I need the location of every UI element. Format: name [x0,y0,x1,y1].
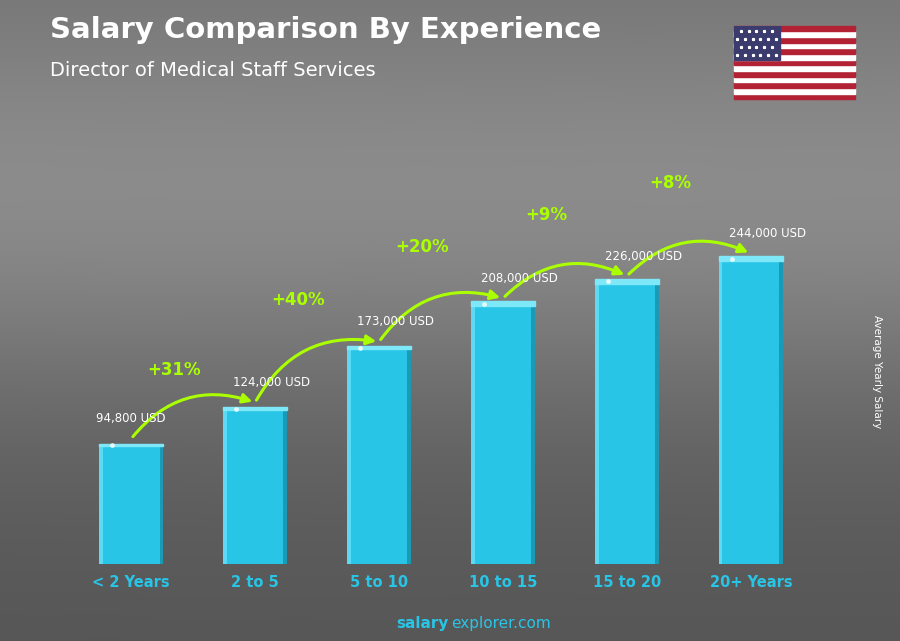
Bar [734,94,855,99]
Bar [734,71,855,77]
Bar [779,262,783,564]
Bar [734,88,855,94]
Text: +40%: +40% [272,291,325,309]
Bar [346,349,351,564]
FancyArrowPatch shape [256,336,373,400]
Bar [159,447,164,564]
Bar [734,65,855,71]
Bar [99,447,103,564]
Bar [223,410,227,564]
Bar [655,284,659,564]
FancyArrowPatch shape [133,395,249,437]
Bar [734,82,855,88]
Text: +8%: +8% [649,174,691,192]
Text: Average Yearly Salary: Average Yearly Salary [872,315,883,428]
Text: 173,000 USD: 173,000 USD [356,315,434,328]
Bar [223,408,287,410]
Text: salary: salary [397,617,449,631]
Bar [734,43,855,48]
Bar [346,345,411,349]
Bar [471,306,474,564]
Bar [99,447,164,564]
Bar [531,306,536,564]
Text: +9%: +9% [526,206,567,224]
Bar [595,279,659,284]
Text: explorer.com: explorer.com [451,617,551,631]
Bar [346,349,411,564]
Bar [471,301,536,306]
Bar [284,410,287,564]
FancyArrowPatch shape [381,291,497,340]
Bar [734,26,855,31]
Bar [734,60,855,65]
Bar [734,54,855,60]
Text: +31%: +31% [148,362,202,379]
Bar [734,31,855,37]
FancyArrowPatch shape [505,263,621,296]
Text: +20%: +20% [396,238,449,256]
Bar [718,262,723,564]
Bar [734,77,855,82]
Bar [99,444,164,447]
Text: 94,800 USD: 94,800 USD [96,412,166,426]
Text: 226,000 USD: 226,000 USD [605,249,681,263]
Bar [223,410,287,564]
Text: 124,000 USD: 124,000 USD [233,376,310,389]
Bar [718,262,783,564]
Bar [718,256,783,262]
Bar [595,284,598,564]
Bar [595,284,659,564]
Text: Director of Medical Staff Services: Director of Medical Staff Services [50,61,375,80]
Bar [734,37,855,43]
FancyArrowPatch shape [629,241,745,274]
Bar [734,26,779,60]
Bar [408,349,411,564]
Text: 208,000 USD: 208,000 USD [481,272,557,285]
Bar [734,48,855,54]
Bar [471,306,536,564]
Text: Salary Comparison By Experience: Salary Comparison By Experience [50,16,601,44]
Text: 244,000 USD: 244,000 USD [728,227,806,240]
